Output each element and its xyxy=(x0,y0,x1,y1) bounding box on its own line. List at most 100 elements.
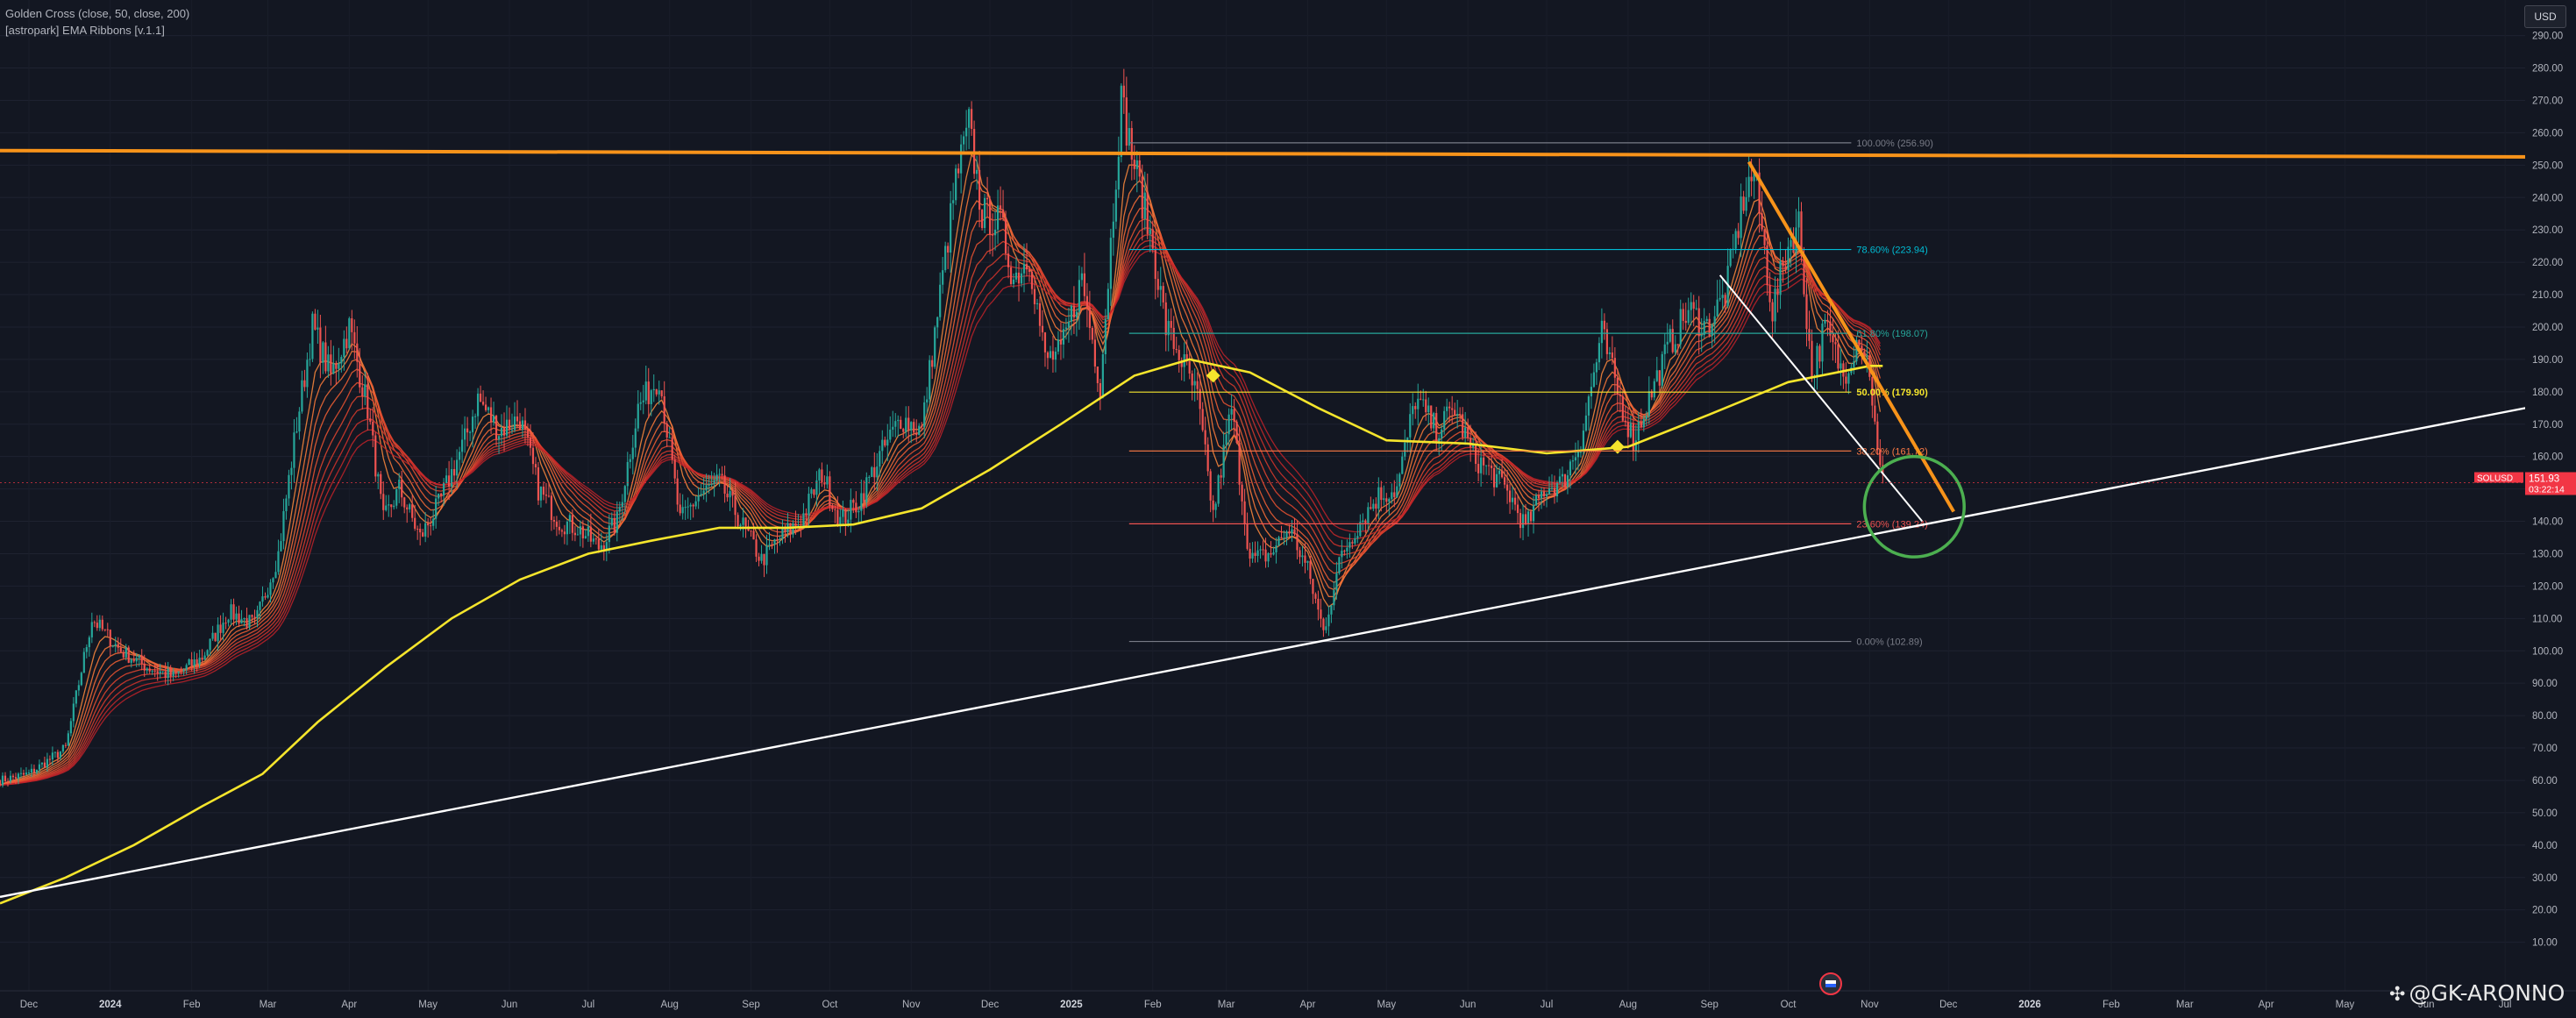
candle-body xyxy=(1191,374,1193,386)
candle-body xyxy=(671,437,673,460)
candle-body xyxy=(929,360,931,400)
legend-golden-cross[interactable]: Golden Cross (close, 50, close, 200) xyxy=(5,7,190,20)
candle-body xyxy=(1811,340,1813,378)
candle-body xyxy=(1435,413,1438,444)
candle-body xyxy=(206,650,209,656)
candle-body xyxy=(750,530,752,532)
candle-body xyxy=(1563,473,1567,488)
candle-body xyxy=(1516,504,1519,514)
candle-body xyxy=(214,632,217,642)
candle-body xyxy=(892,426,894,431)
time-tick-label: Aug xyxy=(1619,1000,1637,1010)
currency-button[interactable]: USD xyxy=(2524,5,2566,28)
candle-body xyxy=(40,762,44,765)
candle-body xyxy=(1406,437,1409,443)
candle-body xyxy=(505,419,509,436)
price-axis[interactable]: 10.00 20.00 30.00 40.00 50.00 60.00 70.00 80.00… xyxy=(2525,0,2576,1018)
candle-body xyxy=(1017,272,1021,284)
candle-body xyxy=(1175,348,1178,351)
candle-body xyxy=(22,772,25,775)
candle-body xyxy=(815,480,818,495)
candle-body xyxy=(850,500,852,520)
candle-body xyxy=(1057,339,1060,352)
candle-body xyxy=(500,428,503,437)
candle-body xyxy=(963,136,965,145)
candle-body xyxy=(1459,414,1462,416)
candle-body xyxy=(1616,377,1619,395)
legend-ema-ribbons[interactable]: [astropark] EMA Ribbons [v.1.1] xyxy=(5,24,165,37)
candle-body xyxy=(56,751,59,758)
candle-body xyxy=(1658,370,1661,386)
flag-icon[interactable] xyxy=(1819,972,1842,995)
candle-body xyxy=(1085,295,1088,308)
candle-body xyxy=(968,109,971,128)
time-tick-label: Dec xyxy=(1939,1000,1958,1010)
candle-body xyxy=(947,246,950,253)
candle-body xyxy=(629,459,631,462)
candle-body xyxy=(760,553,763,561)
candle-body xyxy=(174,671,177,673)
candle-body xyxy=(243,617,246,620)
candle-body xyxy=(403,497,406,508)
candle-body xyxy=(618,507,621,512)
candle-body xyxy=(1162,286,1164,303)
candle-body xyxy=(38,764,41,770)
candle-body xyxy=(526,429,530,438)
candle-body xyxy=(1708,318,1711,337)
candle-body xyxy=(944,246,947,271)
candle-body xyxy=(6,780,10,782)
candle-body xyxy=(1558,476,1562,483)
candle-body xyxy=(1858,339,1861,346)
candle-body xyxy=(1283,537,1285,539)
candle-body xyxy=(516,416,519,422)
time-axis[interactable]: Dec 2024 Feb Mar Apr May Jun Jul Aug Sep Oct Nov Dec… xyxy=(0,990,2576,1018)
candle-body xyxy=(1393,492,1396,497)
candle-body xyxy=(763,553,765,566)
candle-body xyxy=(185,665,188,670)
candle-body xyxy=(634,428,637,448)
time-tick-label: Dec xyxy=(981,1000,1000,1010)
time-tick-label: Feb xyxy=(1144,1000,1162,1010)
candle-body xyxy=(1824,319,1826,324)
candle-body xyxy=(1443,410,1446,430)
candle-body xyxy=(356,343,359,362)
candle-body xyxy=(842,509,844,517)
candle-body xyxy=(476,393,480,416)
candle-body xyxy=(495,416,498,440)
candle-body xyxy=(613,517,616,533)
candle-body xyxy=(913,422,915,433)
fibonacci-retracement[interactable]: 100.00% (256.90) 78.60% (223.94) 61.80% (1… xyxy=(1128,139,1933,648)
candle-body xyxy=(1088,307,1091,329)
candle-body xyxy=(1697,308,1700,337)
candle-body xyxy=(660,390,663,397)
candle-body xyxy=(198,658,201,666)
price-tick-label: 40.00 xyxy=(2532,841,2558,851)
candle-body xyxy=(1146,192,1149,234)
candle-body xyxy=(448,475,451,488)
candle-body xyxy=(1149,229,1151,234)
candle-body xyxy=(1532,505,1535,522)
candle-body xyxy=(32,768,36,773)
candle-body xyxy=(1816,345,1818,378)
candle-body xyxy=(900,419,902,430)
candle-body xyxy=(1540,491,1543,499)
candle-body xyxy=(605,542,608,550)
candle-body xyxy=(623,486,626,502)
candle-body xyxy=(1642,418,1645,428)
candle-body xyxy=(1624,420,1626,423)
price-tick-label: 130.00 xyxy=(2532,549,2563,559)
candle-body xyxy=(280,541,282,552)
fib-level-label: 0.00% (102.89) xyxy=(1856,637,1922,648)
candle-body xyxy=(484,404,487,410)
candle-body xyxy=(829,476,831,506)
candle-body xyxy=(1130,128,1133,160)
fib-level-label: 38.20% (161.72) xyxy=(1856,446,1927,457)
candle-body xyxy=(419,529,422,533)
price-tick-label: 10.00 xyxy=(2532,938,2558,949)
drawing-tools[interactable] xyxy=(0,148,2576,899)
candle-body xyxy=(1096,366,1099,383)
fib-level-label: 61.80% (198.07) xyxy=(1856,329,1927,339)
candle-body xyxy=(1584,415,1588,431)
candle-body xyxy=(802,513,805,529)
